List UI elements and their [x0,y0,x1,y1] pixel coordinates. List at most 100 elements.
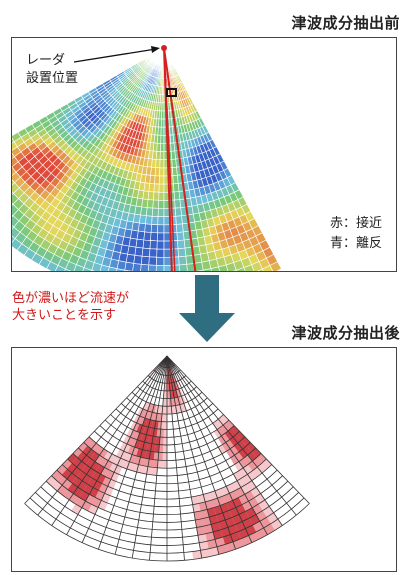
extracted-cell [148,419,154,428]
extracted-cell [158,413,162,422]
beam-line [166,355,236,550]
velocity-cell [108,266,118,271]
velocity-cell [154,175,160,185]
velocity-cell [143,231,152,241]
extracted-cell [171,390,175,399]
velocity-cell [159,167,165,177]
extracted-cell [226,420,235,429]
extracted-cell [99,458,109,468]
velocity-cell [161,102,165,112]
after-radar-plot [24,355,310,562]
extracted-cell [230,531,241,542]
extracted-cell [95,455,104,465]
extracted-cell [218,416,227,426]
velocity-cell [150,232,158,242]
extracted-cell [222,510,233,520]
velocity-cell [151,207,159,217]
highlighted-beam [163,47,197,271]
radar-label-line1: レーダ [26,53,66,68]
extracted-cell [125,452,132,462]
extracted-cell [173,382,178,390]
legend-recede: 青：離反 [329,236,382,251]
velocity-cell [158,175,165,185]
velocity-cell [155,264,165,271]
extracted-cell [167,398,170,407]
beam-line [24,355,168,504]
extracted-cell [152,404,157,413]
beam-line [131,355,168,559]
extracted-cell [137,407,143,416]
extracted-cell [149,404,155,413]
extracted-cell [231,480,241,491]
velocity-cell [156,232,165,242]
extracted-cell [227,524,238,535]
radar-grid [24,355,310,562]
before-extraction-panel: レーダ 設置位置 赤：接近 青：離反 [11,37,397,272]
beam-line [166,355,253,543]
extracted-cell [179,404,185,413]
extracted-cell [145,410,150,419]
extracted-cell [123,435,131,445]
radar-pointer-head [151,46,160,53]
velocity-cell [12,235,16,244]
extracted-cell [207,539,217,549]
extracted-cell [205,531,215,542]
extracted-cell [174,389,178,398]
extracted-cell [173,405,177,414]
extracted-cell [139,408,146,418]
velocity-cell [175,223,184,233]
extracted-cell [83,436,93,446]
extracted-cell [78,442,88,452]
extracted-cell [246,442,256,452]
velocity-cell [12,166,17,176]
velocity-cell [140,206,148,217]
extracted-cell [239,511,250,522]
extracted-cell [148,370,155,377]
extracted-cell [132,447,139,456]
velocity-cell [73,264,85,271]
velocity-cell [152,199,160,209]
velocity-cell [133,254,143,265]
before-radar-plot [12,45,282,271]
velocity-cell [127,245,137,256]
extracted-cell [142,418,148,427]
beam-line [66,355,168,535]
velocity-cell [146,207,154,217]
extracted-cell [95,464,105,475]
extracted-cell [154,444,160,453]
beam-line [98,355,168,550]
velocity-cell [12,152,15,159]
velocity-cell [134,246,144,257]
extracted-cell [141,465,148,475]
extracted-cell [162,445,167,453]
extracted-cell [154,405,159,414]
extracted-cell [224,431,233,440]
extracted-cell [232,514,243,525]
extracted-cell [109,463,118,473]
velocity-cell [157,208,165,218]
extracted-cell [158,444,164,453]
extracted-cell [172,398,176,406]
extracted-cell [220,527,231,538]
extracted-cell [145,402,151,411]
extracted-cell [133,414,140,423]
extracted-cell [235,487,245,498]
beam-line [166,355,203,559]
extracted-cell [156,429,161,437]
extracted-cell [149,370,155,378]
extracted-cell [81,464,91,475]
extracted-cell [91,471,101,481]
velocity-cell [157,224,165,234]
extracted-cell [222,442,231,452]
velocity-cell [154,167,161,177]
extracted-cell [217,427,225,436]
velocity-cell [160,126,165,136]
extracted-cell [136,415,143,425]
velocity-cell [140,263,150,271]
extracted-cell [107,479,117,489]
extracted-cell [212,421,221,430]
extracted-cell [147,411,153,420]
velocity-cell [177,239,186,250]
extracted-cell [159,437,164,445]
velocity-cell [158,199,165,209]
